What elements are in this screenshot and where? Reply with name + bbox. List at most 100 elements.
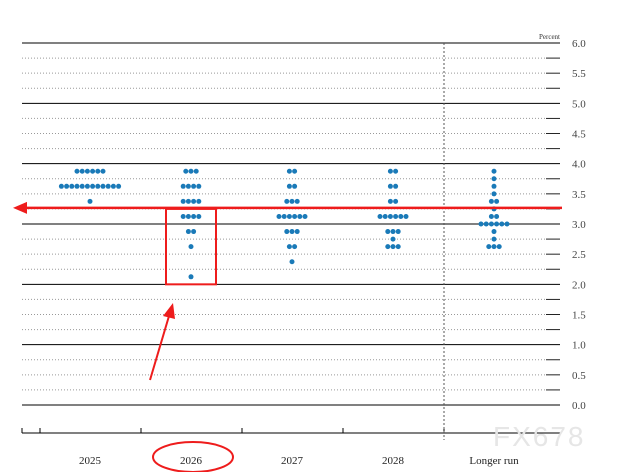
dot (196, 198, 202, 204)
dot (79, 168, 85, 174)
y-tick-label: 2.0 (572, 279, 586, 291)
arrowhead-up-icon (163, 303, 175, 319)
dot (385, 244, 391, 250)
dot (292, 244, 298, 250)
dot (196, 183, 202, 189)
dot (185, 229, 191, 235)
dot (494, 198, 500, 204)
dot (387, 183, 393, 189)
dot (95, 168, 101, 174)
dot (74, 183, 80, 189)
dot (491, 236, 497, 242)
y-tick-label: 5.0 (572, 98, 586, 110)
dot (382, 213, 388, 219)
annotation-arrow (149, 315, 170, 381)
dot (196, 213, 202, 219)
dot (491, 183, 497, 189)
y-tick-label: 1.0 (572, 340, 586, 352)
dot (64, 183, 70, 189)
dot (499, 221, 505, 227)
dot (297, 213, 303, 219)
dot (84, 168, 90, 174)
y-tick-label: 4.5 (572, 129, 586, 141)
dot (289, 229, 295, 235)
y-tick-label: 6.0 (572, 38, 586, 50)
dot (496, 244, 502, 250)
y-tick-label: 3.5 (572, 189, 586, 201)
dot (494, 213, 500, 219)
dot (486, 244, 492, 250)
y-tick-label: 0.5 (572, 370, 586, 382)
dot (188, 274, 194, 280)
dot (491, 168, 497, 174)
dot (90, 168, 96, 174)
dot (84, 183, 90, 189)
x-tick-label: Longer run (469, 455, 519, 467)
dot (491, 229, 497, 235)
y-tick-label: 0.0 (572, 400, 586, 412)
dot (488, 213, 494, 219)
x-tick-label: 2025 (79, 455, 102, 467)
dot (483, 221, 489, 227)
dot (286, 213, 292, 219)
dot (387, 168, 393, 174)
dot (185, 183, 191, 189)
dot (284, 198, 290, 204)
dot (185, 198, 191, 204)
dot (188, 244, 194, 250)
dot (292, 168, 298, 174)
dot (395, 244, 401, 250)
dot (488, 221, 494, 227)
dot (504, 221, 510, 227)
dot (390, 229, 396, 235)
dot (185, 213, 191, 219)
dot (191, 213, 197, 219)
dot (393, 213, 399, 219)
dot (302, 213, 308, 219)
dot (105, 183, 111, 189)
dot (292, 213, 298, 219)
dot (390, 236, 396, 242)
dot (286, 244, 292, 250)
dot (294, 198, 300, 204)
dot (393, 198, 399, 204)
dot (292, 183, 298, 189)
x-tick-label: 2028 (382, 455, 405, 467)
dot (180, 183, 186, 189)
y-tick-label: 1.5 (572, 310, 586, 322)
y-tick-label: 2.5 (572, 249, 586, 261)
dot (488, 198, 494, 204)
x-tick-label: 2026 (180, 455, 203, 467)
dot (191, 183, 197, 189)
y-tick-label: 4.0 (572, 159, 586, 171)
x-tick-label: 2027 (281, 455, 304, 467)
dot (191, 229, 197, 235)
dot (180, 213, 186, 219)
dot (385, 229, 391, 235)
y-tick-label: 3.0 (572, 219, 586, 231)
y-axis-label: Percent (539, 33, 560, 41)
dot (478, 221, 484, 227)
dot (494, 221, 500, 227)
dot (100, 183, 106, 189)
dot (387, 198, 393, 204)
dot (74, 168, 80, 174)
arrowhead-left-icon (13, 201, 27, 214)
dot (193, 168, 199, 174)
dot (69, 183, 75, 189)
dot (286, 183, 292, 189)
dot (183, 168, 189, 174)
dot (377, 213, 383, 219)
dot (395, 229, 401, 235)
dot (387, 213, 393, 219)
dot (390, 244, 396, 250)
highlight-box (165, 207, 217, 286)
dot (491, 244, 497, 250)
y-tick-label: 5.5 (572, 68, 586, 80)
dot (95, 183, 101, 189)
dot (289, 198, 295, 204)
dot (393, 168, 399, 174)
dot (58, 183, 64, 189)
dot (90, 183, 96, 189)
